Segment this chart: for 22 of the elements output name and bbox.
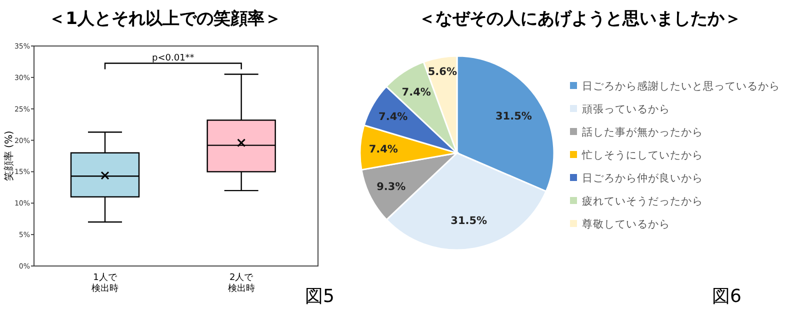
legend-label: 頑張っているから (582, 104, 670, 116)
annotation: p<0.01** (152, 53, 195, 64)
chart-title: ＜なぜその人にあげようと思いましたか＞ (418, 9, 742, 29)
legend-label: 日ごろから仲が良いから (582, 172, 703, 184)
data-label: 31.5% (450, 214, 488, 227)
legend-label: 尊敬しているから (582, 218, 670, 230)
data-label: 7.4% (378, 111, 408, 124)
x-tick-label: 2人で検出時 (228, 272, 255, 294)
data-label: 31.5% (495, 110, 532, 123)
data-label: 7.4% (368, 144, 398, 156)
data-label: 7.4% (402, 86, 432, 98)
caption: 図6 (712, 286, 742, 307)
legend-label: 忙しそうにしていたから (581, 148, 703, 162)
legend-label: 日ごろから感謝したいと思っているから (582, 80, 780, 92)
legend-label: 疲れていそうだったから (582, 194, 703, 208)
caption: 図5 (305, 286, 334, 307)
chart-title: ＜1人とそれ以上での笑顔率＞ (48, 9, 282, 29)
data-label: 5.6% (428, 66, 458, 78)
y-axis-title: 笑顔率 (%) (3, 130, 15, 182)
x-tick-label: 1人で検出時 (92, 272, 118, 294)
data-label: 9.3% (376, 181, 406, 194)
legend-label: 話した事が無かったから (582, 126, 703, 138)
